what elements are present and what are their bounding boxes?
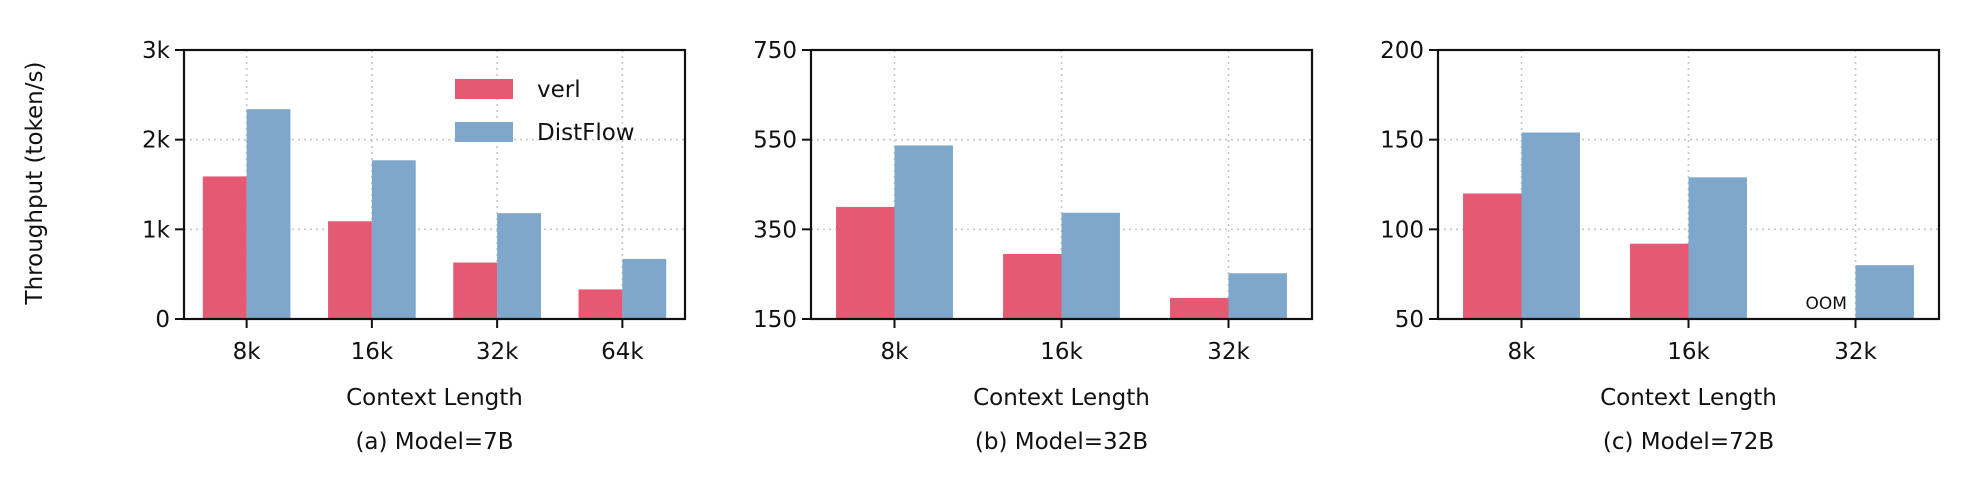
x-axis-label: Context Length (973, 385, 1150, 411)
x-tick-label: 32k (1834, 339, 1877, 365)
x-tick-label: 64k (601, 339, 644, 365)
x-axis-label: Context Length (346, 385, 523, 411)
panel-72b: OOM 50 100 150 200 8k 16k 32k Context Length (c) … (1380, 38, 1941, 455)
bar-distflow (497, 213, 541, 319)
bar-verl (1630, 243, 1689, 319)
y-tick-label: 350 (753, 217, 797, 243)
y-tick-label: 100 (1380, 217, 1424, 243)
legend-label: DistFlow (537, 120, 635, 146)
y-tick-label: 200 (1380, 38, 1424, 64)
y-tick-label: 150 (1380, 128, 1424, 154)
x-tick-label: 16k (1667, 339, 1710, 365)
y-tick-label: 1k (142, 217, 171, 243)
y-tick-label: 50 (1395, 307, 1424, 333)
x-axis-label: Context Length (1600, 385, 1777, 411)
bar-verl (202, 176, 247, 319)
bar-verl (453, 262, 498, 319)
bar-verl (1463, 193, 1522, 319)
legend-swatch-verl (455, 79, 513, 99)
x-tick-label: 8k (233, 339, 262, 365)
bar-verl (1170, 297, 1229, 319)
y-tick-label: 750 (753, 38, 797, 64)
y-tick-label: 550 (753, 128, 797, 154)
panel-caption: (b) Model=32B (975, 429, 1148, 455)
oom-annotation: OOM (1806, 294, 1847, 314)
bar-verl (836, 206, 895, 319)
panel-32b: 150 350 550 750 8k 16k 32k Context Length (b) Mo… (753, 38, 1314, 455)
bar-distflow (1228, 273, 1287, 319)
y-tick-label: 3k (142, 38, 171, 64)
bar-verl (328, 221, 372, 319)
x-tick-label: 16k (1040, 339, 1083, 365)
panel-7b: 0 1k 2k 3k 8k 16k 32k 64k Context Length (a) Mode… (142, 38, 687, 455)
x-tick-label: 32k (476, 339, 519, 365)
bar-distflow (894, 145, 953, 319)
bar-distflow (622, 258, 667, 319)
y-axis-label: Throughput (token/s) (22, 62, 48, 306)
bar-verl (578, 289, 623, 319)
bar-distflow (1521, 132, 1580, 319)
bar-distflow (1061, 212, 1120, 319)
legend-label: verl (537, 77, 581, 103)
x-tick-label: 32k (1207, 339, 1250, 365)
bar-distflow (371, 160, 416, 319)
bar-distflow (1855, 265, 1914, 319)
bar-verl (1003, 253, 1062, 319)
y-tick-label: 150 (753, 307, 797, 333)
bar-distflow (1688, 177, 1747, 319)
x-tick-label: 8k (1508, 339, 1537, 365)
y-tick-label: 2k (142, 128, 171, 154)
bar-distflow (246, 109, 291, 320)
y-tick-label: 0 (155, 307, 170, 333)
x-tick-label: 8k (881, 339, 910, 365)
legend-swatch-distflow (455, 122, 513, 142)
panel-caption: (a) Model=7B (355, 429, 513, 455)
panel-caption: (c) Model=72B (1603, 429, 1774, 455)
x-tick-label: 16k (351, 339, 394, 365)
plot-frame (182, 48, 687, 321)
